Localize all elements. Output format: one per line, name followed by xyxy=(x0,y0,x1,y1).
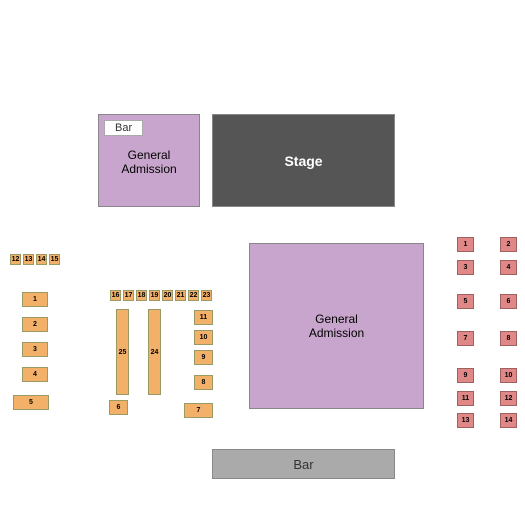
seat-orange-12[interactable]: 12 xyxy=(10,254,21,265)
seat-orange-21[interactable]: 21 xyxy=(175,290,186,301)
seat-orange-8[interactable]: 8 xyxy=(194,375,213,390)
seat-red-2[interactable]: 2 xyxy=(500,237,517,252)
seat-red-7[interactable]: 7 xyxy=(457,331,474,346)
seat-red-5[interactable]: 5 xyxy=(457,294,474,309)
seat-orange-2[interactable]: 2 xyxy=(22,317,48,332)
seat-red-12[interactable]: 12 xyxy=(500,391,517,406)
seat-red-9[interactable]: 9 xyxy=(457,368,474,383)
main-general-admission[interactable]: General Admission xyxy=(249,243,424,409)
seat-orange-11[interactable]: 11 xyxy=(194,310,213,325)
main-ga-label: General Admission xyxy=(309,312,364,341)
seat-orange-13[interactable]: 13 xyxy=(23,254,34,265)
seat-orange-16[interactable]: 16 xyxy=(110,290,121,301)
seat-orange-17[interactable]: 17 xyxy=(123,290,134,301)
seat-orange-1[interactable]: 1 xyxy=(22,292,48,307)
seat-red-3[interactable]: 3 xyxy=(457,260,474,275)
seat-orange-19[interactable]: 19 xyxy=(149,290,160,301)
seat-orange-22[interactable]: 22 xyxy=(188,290,199,301)
seat-orange-5[interactable]: 5 xyxy=(13,395,49,410)
seat-orange-23[interactable]: 23 xyxy=(201,290,212,301)
seat-red-14[interactable]: 14 xyxy=(500,413,517,428)
seat-orange-24[interactable]: 24 xyxy=(148,309,161,395)
top-general-admission[interactable]: Bar General Admission xyxy=(98,114,200,207)
seat-orange-18[interactable]: 18 xyxy=(136,290,147,301)
seat-red-1[interactable]: 1 xyxy=(457,237,474,252)
seat-orange-10[interactable]: 10 xyxy=(194,330,213,345)
seat-orange-4[interactable]: 4 xyxy=(22,367,48,382)
top-ga-bar: Bar xyxy=(104,120,143,136)
seat-orange-25[interactable]: 25 xyxy=(116,309,129,395)
seat-red-6[interactable]: 6 xyxy=(500,294,517,309)
seat-orange-6[interactable]: 6 xyxy=(109,400,128,415)
seat-red-8[interactable]: 8 xyxy=(500,331,517,346)
seat-red-11[interactable]: 11 xyxy=(457,391,474,406)
stage: Stage xyxy=(212,114,395,207)
seat-orange-20[interactable]: 20 xyxy=(162,290,173,301)
seat-red-4[interactable]: 4 xyxy=(500,260,517,275)
seat-red-10[interactable]: 10 xyxy=(500,368,517,383)
seat-orange-14[interactable]: 14 xyxy=(36,254,47,265)
seat-orange-9[interactable]: 9 xyxy=(194,350,213,365)
top-ga-label: General Admission xyxy=(121,148,176,177)
seat-red-13[interactable]: 13 xyxy=(457,413,474,428)
seat-orange-3[interactable]: 3 xyxy=(22,342,48,357)
seat-orange-15[interactable]: 15 xyxy=(49,254,60,265)
bottom-bar: Bar xyxy=(212,449,395,479)
seat-orange-7[interactable]: 7 xyxy=(184,403,213,418)
